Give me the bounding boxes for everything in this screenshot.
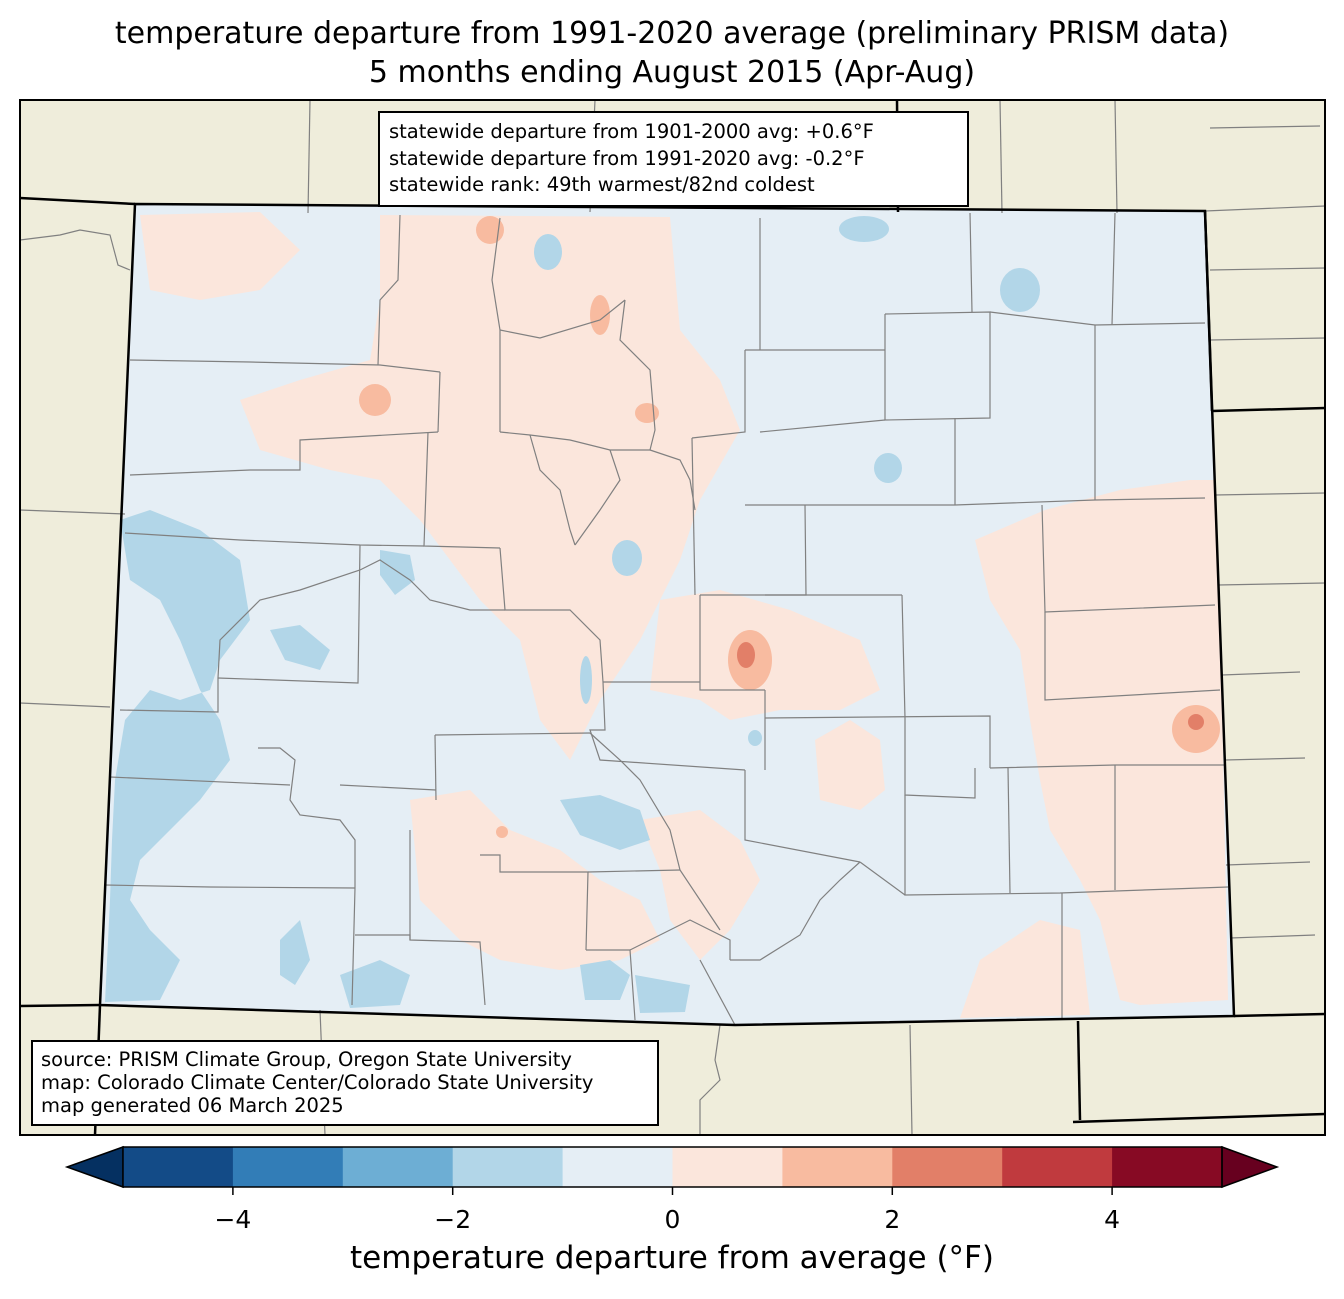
colorbar-tick-label: −4 xyxy=(214,1205,252,1234)
colorbar-tick-label: 2 xyxy=(884,1205,901,1234)
cold-region-southwest xyxy=(108,930,160,1000)
colorbar-tick-label: 0 xyxy=(664,1205,681,1234)
cold-region-larimer xyxy=(1000,268,1040,312)
cold-region-costilla xyxy=(580,960,630,1000)
statewide-stats-box: statewide departure from 1901-2000 avg: … xyxy=(378,111,969,207)
colorbar-bin xyxy=(452,1147,564,1187)
colorbar-tick-label: −2 xyxy=(434,1205,472,1234)
source-box: source: PRISM Climate Group, Oregon Stat… xyxy=(31,1040,659,1126)
colorbar-extend-low xyxy=(64,1145,124,1189)
border-south-nm-ok xyxy=(1076,1020,1082,1121)
colorbar-bin xyxy=(232,1147,344,1187)
border-east-ne xyxy=(1211,406,1326,413)
border-ok-tx xyxy=(1072,1112,1326,1124)
colorbar-bin xyxy=(672,1147,783,1187)
colorbar-bin xyxy=(1002,1147,1113,1187)
warm-region-arkansas-valley xyxy=(640,810,760,960)
cold-region-saguache xyxy=(580,656,592,704)
colorbar-bin xyxy=(1112,1147,1223,1187)
cold-region-weld xyxy=(839,216,889,242)
source-line3: map generated 06 March 2025 xyxy=(41,1094,344,1117)
cold-region-la-plata xyxy=(280,920,310,985)
cold-region-san-luis xyxy=(560,795,650,850)
map-frame xyxy=(19,99,1326,1136)
warm-region-northwest xyxy=(140,212,300,300)
colorbar-extend-high xyxy=(1221,1145,1280,1189)
cold-region-west xyxy=(105,510,250,1002)
source-line2: map: Colorado Climate Center/Colorado St… xyxy=(41,1071,594,1094)
colorbar-tick-label: 4 xyxy=(1104,1205,1121,1234)
colorbar-bin xyxy=(342,1147,454,1187)
cold-region-grand-mesa xyxy=(270,625,330,670)
neighbor-county-lines xyxy=(19,99,1326,1136)
stats-departure-1901-2000: statewide departure from 1901-2000 avg: … xyxy=(389,120,874,143)
hot-patch-kiowa xyxy=(1188,714,1204,730)
hot-patches xyxy=(737,642,1204,730)
warm-patch-clear-creek xyxy=(635,403,659,423)
warm-region-east xyxy=(975,480,1228,1005)
stats-rank: statewide rank: 49th warmest/82nd coldes… xyxy=(389,173,815,196)
colorbar-label: temperature departure from average (°F) xyxy=(350,1240,994,1276)
colorbar xyxy=(64,1145,1280,1195)
warm-departure-regions xyxy=(140,212,1228,1018)
warm-patch-rio-grande xyxy=(496,826,508,838)
warm-region-southeast xyxy=(960,920,1090,1018)
border-east-ne-ks xyxy=(1203,210,1214,412)
stats-departure-1991-2020: statewide departure from 1991-2020 avg: … xyxy=(389,146,865,170)
border-west-upper xyxy=(19,196,136,206)
cold-region-las-animas xyxy=(635,975,690,1013)
colorbar-bin xyxy=(892,1147,1003,1187)
hot-patch-pikes-peak xyxy=(737,642,755,668)
colorado-border xyxy=(98,202,1236,1027)
warm-patch-larimer xyxy=(590,295,610,335)
source-line1: source: PRISM Climate Group, Oregon Stat… xyxy=(41,1048,572,1071)
cold-region-montezuma xyxy=(340,960,410,1008)
colorbar-bin xyxy=(562,1147,673,1187)
cold-region-fremont xyxy=(748,730,762,746)
border-west-lower xyxy=(19,1003,101,1008)
map-title-line2: 5 months ending August 2015 (Apr-Aug) xyxy=(368,55,976,90)
colorado-county-lines xyxy=(104,212,1229,1026)
cold-region-morgan xyxy=(874,453,902,483)
map-title-line1: temperature departure from 1991-2020 ave… xyxy=(114,16,1230,51)
warm-patch-routt xyxy=(359,384,391,416)
cold-region-jackson xyxy=(534,234,562,270)
cold-region-garfield xyxy=(380,550,415,595)
colorbar-bin xyxy=(123,1147,234,1187)
colorbar-bin xyxy=(782,1147,893,1187)
warm-region-southcentral xyxy=(410,790,660,970)
cold-departure-regions xyxy=(105,216,1040,1013)
border-east-ks xyxy=(1233,1012,1326,1018)
warm-region-pueblo xyxy=(815,720,885,810)
warm-region-northcentral xyxy=(240,215,740,760)
cold-region-park xyxy=(612,540,642,576)
